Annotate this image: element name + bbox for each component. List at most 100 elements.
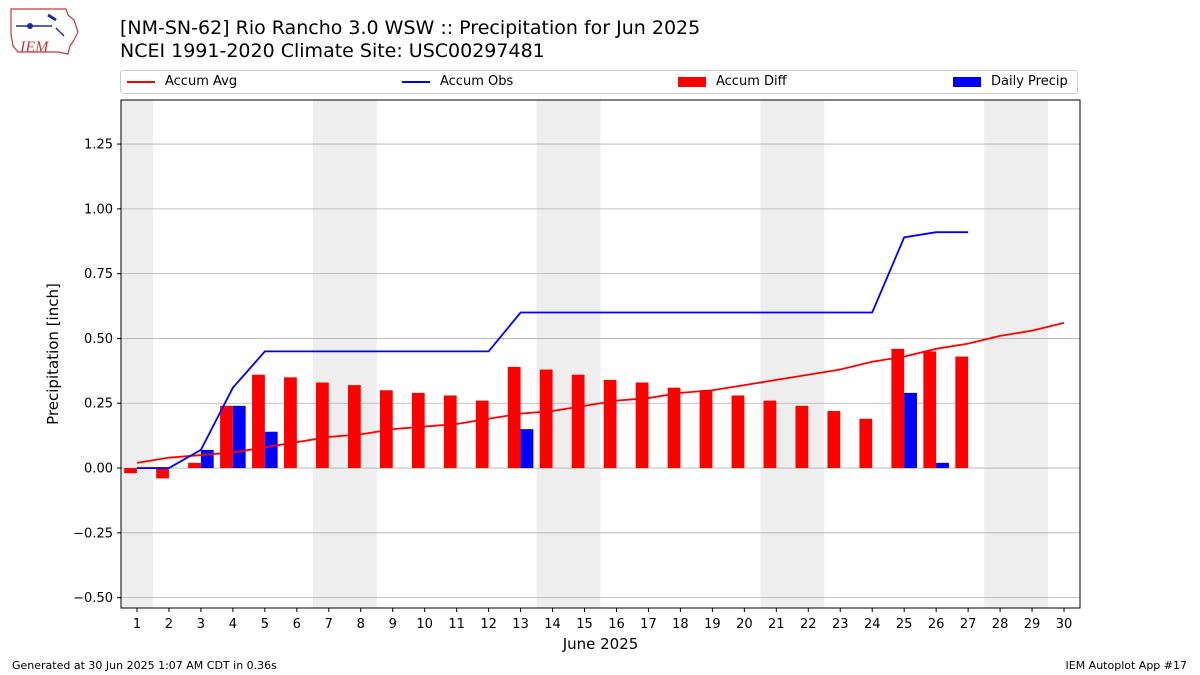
bars [124,348,969,479]
diff-bar-day-16 [603,379,617,469]
legend-item-accum-avg: Accum Avg [127,74,237,90]
legend-label-accum-diff: Accum Diff [716,74,787,89]
x-tick-label-21: 21 [768,617,785,632]
x-tick-label-2: 2 [165,617,173,632]
x-tick-label-20: 20 [736,617,753,632]
x-tick-label-7: 7 [325,617,333,632]
legend-item-daily-precip: Daily Precip [953,74,1068,90]
diff-bar-day-3 [188,462,201,469]
daily-bar-day-25 [904,392,917,469]
y-tick-label-7: 1.25 [84,138,113,153]
diff-bar-day-24 [859,418,873,469]
legend-item-accum-diff: Accum Diff [678,74,787,90]
x-tick-label-29: 29 [1024,617,1041,632]
daily-bar-day-13 [520,429,534,469]
x-tick-label-13: 13 [512,617,529,632]
x-axis: 1 2 3 4 5 6 7 8 9 10 11 12 13 14 15 16 17 18 19 20 21 22 23 24 2… [133,608,1072,632]
x-axis-label: June 2025 [562,635,639,653]
title-line-2: NCEI 1991-2020 Climate Site: USC00297481 [120,40,545,62]
footer-generated: Generated at 30 Jun 2025 1:07 AM CDT in … [12,659,277,672]
daily-bar-day-5 [264,431,278,469]
logo-text: IEM [19,39,50,56]
y-tick-label-6: 1.00 [84,202,113,217]
diff-bar-day-7 [315,382,329,469]
weekend-band-1 [312,100,377,608]
diff-bar-day-25 [891,348,905,469]
x-tick-label-24: 24 [864,617,881,632]
legend-swatch-accum-avg [127,80,155,83]
diff-bar-day-20 [731,395,745,469]
legend-swatch-accum-diff [678,76,706,87]
x-tick-label-5: 5 [261,617,269,632]
legend-swatch-daily-precip [953,76,981,87]
x-tick-label-15: 15 [576,617,593,632]
diff-bar-day-27 [955,356,969,469]
iem-logo: IEM [8,6,80,58]
y-tick-label-4: 0.50 [84,332,113,347]
diff-bar-day-5 [252,374,265,469]
gridlines [121,143,1080,599]
x-tick-label-4: 4 [229,617,237,632]
x-tick-label-3: 3 [197,617,205,632]
legend-label-accum-avg: Accum Avg [165,74,238,89]
diff-bar-day-1 [124,468,137,474]
title-line-1: [NM-SN-62] Rio Rancho 3.0 WSW :: Precipi… [120,17,701,39]
y-tick-label-2: 0.00 [84,462,113,477]
y-tick-label-5: 0.75 [84,267,113,282]
footer-app: IEM Autoplot App #17 [1065,659,1188,672]
x-tick-label-22: 22 [800,617,817,632]
x-tick-label-14: 14 [544,617,561,632]
diff-bar-day-23 [827,411,841,469]
weekend-band-4 [984,100,1049,608]
diff-bar-day-19 [699,390,713,469]
x-tick-label-26: 26 [928,617,945,632]
diff-bar-day-18 [667,387,681,469]
x-tick-label-8: 8 [357,617,365,632]
y-axis-label: Precipitation [inch] [44,283,62,425]
x-tick-label-6: 6 [293,617,301,632]
y-axis: −0.50 −0.25 0.00 0.25 0.50 0.75 1.00 1.25 [73,138,121,606]
diff-bar-day-13 [507,366,521,469]
x-tick-label-11: 11 [448,617,465,632]
diff-bar-day-4 [220,405,233,469]
accum-obs-line [136,231,969,469]
daily-bar-day-26 [936,462,949,469]
daily-bar-day-3 [200,449,214,469]
x-tick-label-25: 25 [896,617,913,632]
x-tick-label-30: 30 [1056,617,1073,632]
legend-label-accum-obs: Accum Obs [440,74,514,89]
x-tick-label-1: 1 [133,617,141,632]
diff-bar-day-26 [923,351,937,469]
chart-title: [NM-SN-62] Rio Rancho 3.0 WSW :: Precipi… [120,17,700,63]
x-tick-label-23: 23 [832,617,849,632]
x-tick-label-27: 27 [960,617,977,632]
x-tick-label-28: 28 [992,617,1009,632]
daily-bar-day-4 [232,405,246,469]
diff-bar-day-22 [795,405,809,469]
diff-bar-day-8 [347,385,361,469]
diff-bar-day-2 [156,468,169,479]
x-tick-label-16: 16 [608,617,625,632]
y-tick-label-3: 0.25 [84,397,113,412]
legend-label-daily-precip: Daily Precip [991,74,1068,89]
legend-swatch-accum-obs [402,80,430,83]
diff-bar-day-12 [475,400,489,469]
plot-frame [120,99,1081,609]
weekend-bands [121,100,1049,608]
diff-bar-day-21 [763,400,777,469]
weekend-band-0 [121,100,153,608]
x-tick-label-12: 12 [480,617,497,632]
legend-item-accum-obs: Accum Obs [402,74,513,90]
legend: Accum Avg Accum Obs Accum Diff Daily Pre… [120,70,1078,94]
y-tick-label-1: −0.25 [73,526,113,541]
diff-bar-day-14 [539,369,553,469]
diff-bar-day-17 [635,382,649,469]
x-tick-label-18: 18 [672,617,689,632]
x-tick-label-10: 10 [416,617,433,632]
y-tick-label-0: −0.50 [73,591,113,606]
weekend-band-2 [536,100,601,608]
series-lines [136,231,1065,469]
x-tick-label-17: 17 [640,617,657,632]
diff-bar-day-15 [571,374,585,469]
